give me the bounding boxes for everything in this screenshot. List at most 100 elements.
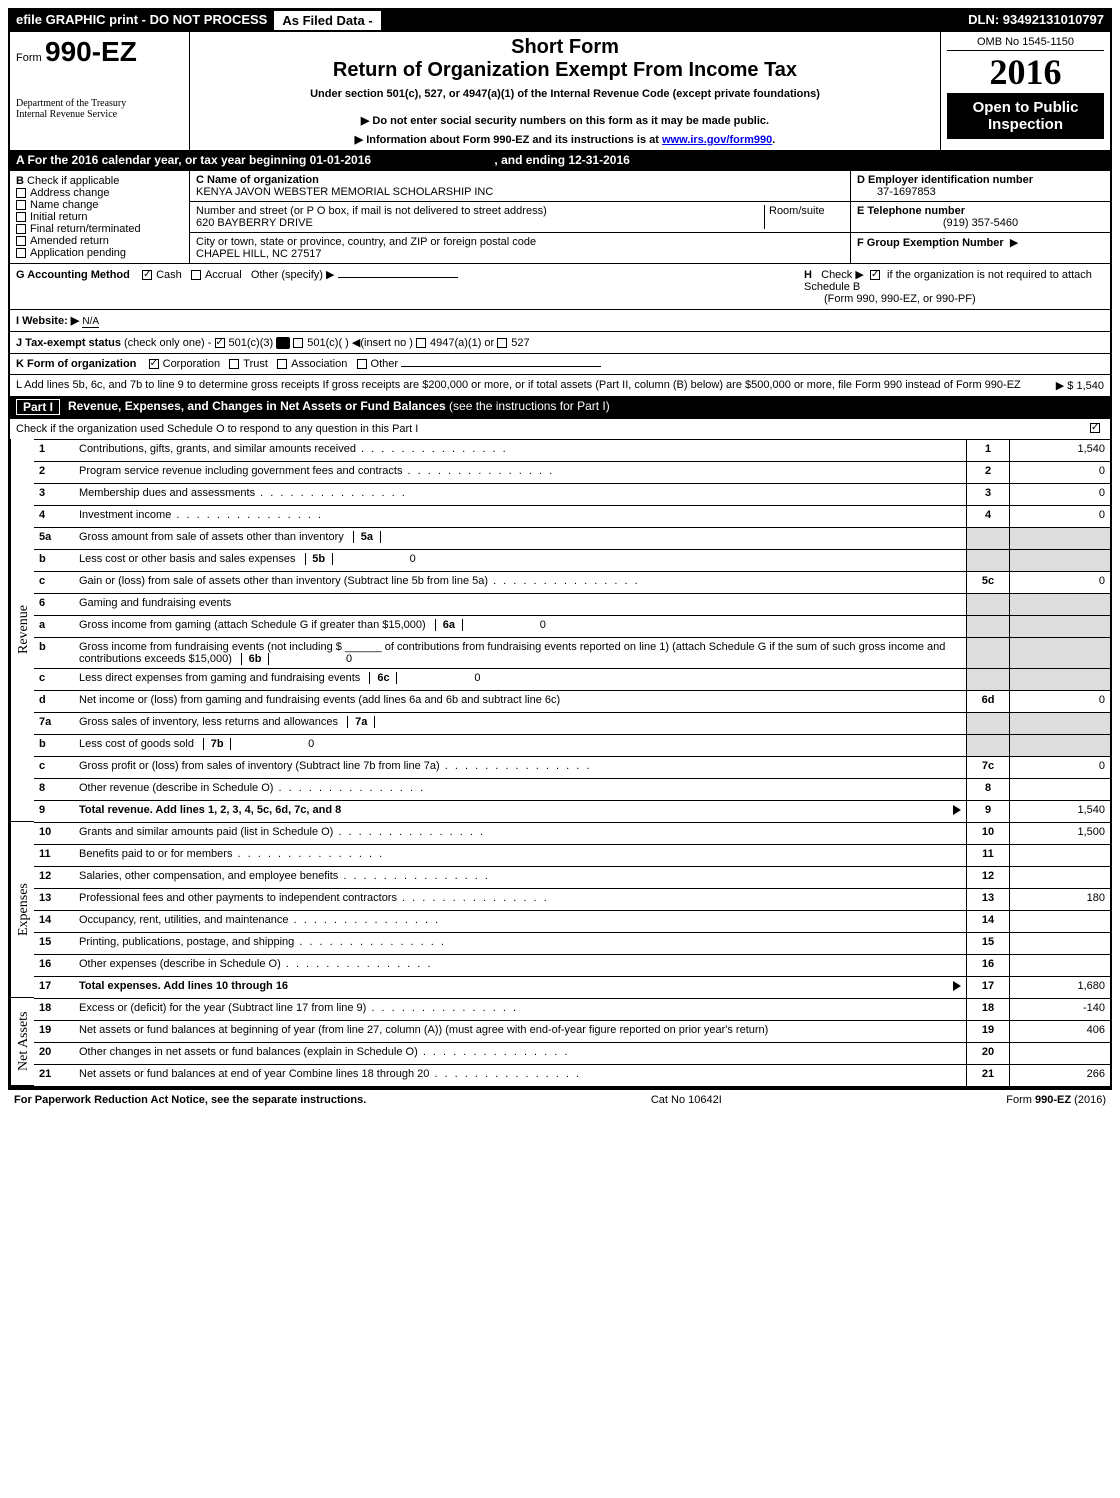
sub-ln: 7a <box>347 716 375 728</box>
chk-name-change[interactable] <box>16 200 26 210</box>
lbl-address-change: Address change <box>30 187 110 199</box>
chk-501c[interactable] <box>293 338 303 348</box>
box-def: D Employer identification number 37-1697… <box>850 171 1110 263</box>
line-g-h: G Accounting Method Cash Accrual Other (… <box>10 263 1110 309</box>
lbl-501c: 501(c)( ) <box>307 337 349 349</box>
row-ln: 12 <box>966 866 1010 888</box>
line-l-arrow: ▶ <box>1056 380 1064 392</box>
chk-final-return[interactable] <box>16 224 26 234</box>
row-ln-grey <box>966 734 1010 756</box>
form-title: Return of Organization Exempt From Incom… <box>196 59 934 82</box>
row-ln: 5c <box>966 571 1010 593</box>
row-amt <box>1010 932 1110 954</box>
row-desc: Net income or (loss) from gaming and fun… <box>74 690 966 712</box>
chk-corporation[interactable] <box>149 359 159 369</box>
box-c: C Name of organization KENYA JAVON WEBST… <box>190 171 850 263</box>
box-d: D Employer identification number 37-1697… <box>851 171 1110 202</box>
chk-amended-return[interactable] <box>16 236 26 246</box>
short-form-label: Short Form <box>196 36 934 59</box>
chk-527[interactable] <box>497 338 507 348</box>
line-a-prefix: A For the 2016 calendar year, or tax yea… <box>16 153 310 167</box>
row-desc: Benefits paid to or for members <box>74 844 966 866</box>
chk-initial-return[interactable] <box>16 212 26 222</box>
row-desc: Other revenue (describe in Schedule O) <box>74 778 966 800</box>
row-ln: 2 <box>966 461 1010 483</box>
org-name: KENYA JAVON WEBSTER MEMORIAL SCHOLARSHIP… <box>196 186 493 198</box>
row-amt: 0 <box>1010 571 1110 593</box>
topbar-dln: DLN: 93492131010797 <box>962 10 1110 31</box>
part-i-title-wrap: Revenue, Expenses, and Changes in Net As… <box>68 399 610 415</box>
netassets-side-label: Net Assets <box>10 998 34 1086</box>
row-amt: 406 <box>1010 1020 1110 1042</box>
row-ln: 17 <box>966 976 1010 998</box>
row-desc-text: Gross amount from sale of assets other t… <box>79 531 344 543</box>
chk-cash[interactable] <box>142 270 152 280</box>
chk-other-org[interactable] <box>357 359 367 369</box>
chk-schedule-b[interactable] <box>870 270 880 280</box>
box-c-street: Number and street (or P O box, if mail i… <box>190 202 850 233</box>
lbl-other-method: Other (specify) ▶ <box>251 269 335 281</box>
lens-icon <box>276 337 290 349</box>
line-h: H Check ▶ if the organization is not req… <box>804 268 1104 305</box>
row-num: a <box>34 615 74 637</box>
line-g: G Accounting Method Cash Accrual Other (… <box>16 268 804 305</box>
box-c-name: C Name of organization KENYA JAVON WEBST… <box>190 171 850 202</box>
footer-form-no: 990-EZ <box>1035 1094 1071 1106</box>
chk-4947[interactable] <box>416 338 426 348</box>
row-desc: Salaries, other compensation, and employ… <box>74 866 966 888</box>
row-desc: Program service revenue including govern… <box>74 461 966 483</box>
row-desc: Gross profit or (loss) from sales of inv… <box>74 756 966 778</box>
lbl-trust: Trust <box>243 358 268 370</box>
footer-left: For Paperwork Reduction Act Notice, see … <box>14 1094 366 1106</box>
line-j: J Tax-exempt status (check only one) - 5… <box>10 331 1110 353</box>
part-i-check-note: Check if the organization used Schedule … <box>16 423 418 435</box>
top-bar: efile GRAPHIC print - DO NOT PROCESS As … <box>10 10 1110 31</box>
row-desc: Net assets or fund balances at beginning… <box>74 1020 966 1042</box>
dept-line-1: Department of the Treasury <box>16 98 183 109</box>
lbl-name-change: Name change <box>30 199 99 211</box>
chk-501c3[interactable] <box>215 338 225 348</box>
row-desc: Less cost or other basis and sales expen… <box>74 549 966 571</box>
box-e-label: E Telephone number <box>857 205 965 217</box>
chk-association[interactable] <box>277 359 287 369</box>
line-h-label: H <box>804 269 812 281</box>
chk-application-pending[interactable] <box>16 248 26 258</box>
sub-amt: 0 <box>234 738 314 750</box>
dept-line-2: Internal Revenue Service <box>16 109 183 120</box>
row-ln: 16 <box>966 954 1010 976</box>
row-num: 8 <box>34 778 74 800</box>
sub-ln: 6b <box>241 653 269 665</box>
form-note-2: ▶ Information about Form 990-EZ and its … <box>196 133 934 146</box>
topbar-spacer <box>382 10 962 31</box>
row-amt-grey <box>1010 712 1110 734</box>
box-b: B Check if applicable Address change Nam… <box>10 171 190 263</box>
row-ln: 21 <box>966 1064 1010 1086</box>
lbl-corporation: Corporation <box>163 358 220 370</box>
chk-accrual[interactable] <box>191 270 201 280</box>
row-amt-grey <box>1010 637 1110 668</box>
row-ln-grey <box>966 549 1010 571</box>
header-row-1: Form 990-EZ Department of the Treasury I… <box>10 31 1110 150</box>
row-num: c <box>34 668 74 690</box>
row-ln-grey <box>966 593 1010 615</box>
chk-trust[interactable] <box>229 359 239 369</box>
ein-value: 37-1697853 <box>877 186 936 198</box>
row-num: 18 <box>34 998 74 1020</box>
expenses-grid: Expenses 10 Grants and similar amounts p… <box>10 822 1110 998</box>
chk-address-change[interactable] <box>16 188 26 198</box>
chk-schedule-o[interactable] <box>1090 423 1100 433</box>
row-num: 11 <box>34 844 74 866</box>
row-desc: Less cost of goods sold 7b 0 <box>74 734 966 756</box>
footer-right: Form 990-EZ (2016) <box>1006 1094 1106 1106</box>
row-num: 3 <box>34 483 74 505</box>
row-desc: Other changes in net assets or fund bala… <box>74 1042 966 1064</box>
row-desc: Gross income from gaming (attach Schedul… <box>74 615 966 637</box>
box-e: E Telephone number (919) 357-5460 <box>851 202 1110 233</box>
row-desc: Gross amount from sale of assets other t… <box>74 527 966 549</box>
sub-amt: 0 <box>401 672 481 684</box>
row-num: 1 <box>34 439 74 461</box>
row-amt: 0 <box>1010 756 1110 778</box>
row-ln: 8 <box>966 778 1010 800</box>
irs-link[interactable]: www.irs.gov/form990 <box>662 134 772 146</box>
sub-ln: 6c <box>369 672 397 684</box>
